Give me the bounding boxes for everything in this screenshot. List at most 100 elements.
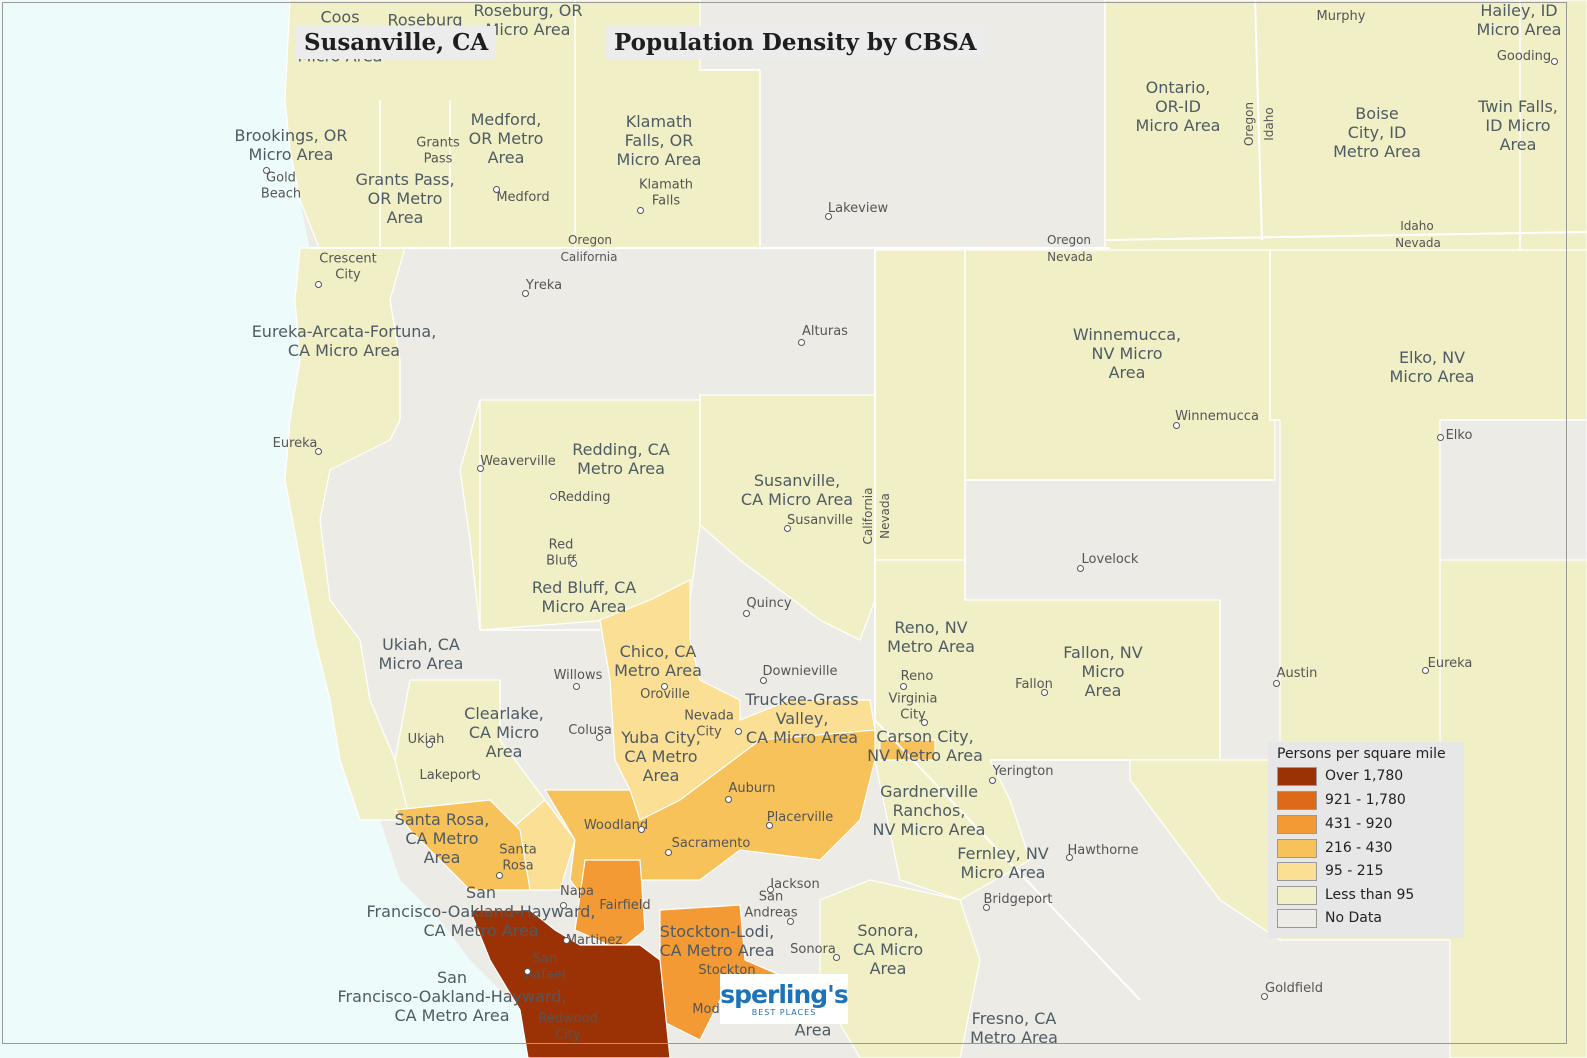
city-marker <box>787 918 794 925</box>
city-label-redwood-city: Redwood City <box>538 1011 598 1042</box>
state-label-nevada-v: Nevada <box>877 493 892 539</box>
legend-swatch <box>1277 791 1317 810</box>
city-marker <box>596 734 603 741</box>
city-label-elko: Elko <box>1445 428 1473 444</box>
region-216-430-b <box>393 799 531 891</box>
area-label-sonora-area: Sonora, CA Micro Area <box>852 921 924 979</box>
area-label-hailey: Hailey, ID Micro Area <box>1476 0 1562 39</box>
area-label-reno-area: Reno, NV Metro Area <box>887 617 975 656</box>
city-label-red-bluff: Red Bluff <box>546 537 576 568</box>
state-label-oregon-n: Oregon <box>567 232 613 247</box>
area-label-gardnerville: Gardnerville Ranchos, NV Micro Area <box>872 782 986 840</box>
area-label-santa-rosa-area: Santa Rosa, CA Metro Area <box>394 810 490 868</box>
state-label-oregon-v: Oregon <box>1241 101 1256 147</box>
city-marker <box>477 465 484 472</box>
city-marker <box>766 822 773 829</box>
city-marker <box>1273 680 1280 687</box>
area-label-sf2: San Francisco-Oakland-Hayward, CA Metro … <box>337 968 567 1026</box>
city-marker <box>760 677 767 684</box>
city-label-downieville: Downieville <box>762 664 838 680</box>
city-marker <box>900 683 907 690</box>
city-marker <box>767 886 774 893</box>
city-marker <box>563 937 570 944</box>
city-marker <box>315 448 322 455</box>
area-label-red-bluff-area: Red Bluff, CA Micro Area <box>531 577 637 616</box>
legend-label: 431 - 920 <box>1325 816 1393 832</box>
city-label-sonora: Sonora <box>790 942 836 958</box>
area-label-winnemucca-area: Winnemucca, NV Micro Area <box>1072 325 1182 383</box>
state-label-idaho-n: Idaho <box>1400 218 1434 233</box>
city-marker <box>496 872 503 879</box>
area-label-medford-area: Medford, OR Metro Area <box>468 110 544 168</box>
city-marker <box>665 849 672 856</box>
city-label-weaverville: Weaverville <box>480 454 556 470</box>
city-marker <box>798 339 805 346</box>
area-label-yuba: Yuba City, CA Metro Area <box>621 728 701 786</box>
city-label-modesto: Mod <box>692 1002 720 1018</box>
city-marker <box>1422 667 1429 674</box>
area-label-roseburg-partial: Roseburg <box>387 10 463 30</box>
legend-swatch <box>1277 886 1317 905</box>
city-label-reno: Reno <box>900 669 934 685</box>
county-lines <box>379 0 1521 761</box>
city-marker <box>921 719 928 726</box>
legend-label: 95 - 215 <box>1325 863 1384 879</box>
area-label-stockton-area: Stockton-Lodi, CA Metro Area <box>659 921 775 960</box>
city-label-lakeview: Lakeview <box>827 201 889 217</box>
region-north-interior <box>459 394 876 641</box>
city-marker <box>735 728 742 735</box>
city-marker <box>426 741 433 748</box>
city-label-gooding: Gooding <box>1496 49 1552 65</box>
city-marker <box>784 525 791 532</box>
area-label-klamath: Klamath Falls, OR Micro Area <box>616 112 702 170</box>
region-bridgeport <box>1129 759 1281 942</box>
area-label-grants-pass: Grants Pass, OR Metro Area <box>355 170 455 228</box>
city-marker <box>573 683 580 690</box>
city-label-medford: Medford <box>496 190 550 206</box>
border-or-id <box>1254 0 1263 241</box>
city-label-fairfield: Fairfield <box>599 898 651 914</box>
city-label-quincy: Quincy <box>746 596 792 612</box>
city-label-auburn: Auburn <box>728 781 776 797</box>
area-label-fallon-area: Fallon, NV Micro Area <box>1063 643 1143 701</box>
area-label-ukiah-area: Ukiah, CA Micro Area <box>378 634 464 673</box>
legend-label: Over 1,780 <box>1325 768 1404 784</box>
state-label-california-v: California <box>860 487 875 545</box>
region-over-1780 <box>469 909 671 1058</box>
city-marker <box>1066 854 1073 861</box>
border-id-nv <box>1104 231 1587 241</box>
city-marker <box>1041 689 1048 696</box>
city-marker <box>522 290 529 297</box>
area-label-coos: Coos <box>320 7 360 27</box>
legend-title: Persons per square mile <box>1277 746 1446 762</box>
city-marker <box>983 904 990 911</box>
city-label-yerington: Yerington <box>992 764 1054 780</box>
city-label-ukiah: Ukiah <box>407 732 445 748</box>
city-marker <box>637 207 644 214</box>
legend-swatch <box>1277 862 1317 881</box>
city-label-napa: Napa <box>560 884 594 900</box>
city-label-sacramento: Sacramento <box>671 836 751 852</box>
city-label-alturas: Alturas <box>802 324 848 340</box>
city-label-colusa: Colusa <box>568 723 612 739</box>
area-label-fresno: Fresno, CA Metro Area <box>970 1008 1058 1047</box>
state-label-nevada-s2: Nevada <box>1395 235 1441 250</box>
city-label-yreka: Yreka <box>525 278 563 294</box>
city-label-fallon: Fallon <box>1015 677 1053 693</box>
city-marker <box>263 167 270 174</box>
sperlings-logo[interactable]: sperling's BEST PLACES <box>720 974 849 1024</box>
city-label-lovelock: Lovelock <box>1081 552 1139 568</box>
area-label-clearlake: Clearlake, CA Micro Area <box>464 704 544 762</box>
state-label-california-s: California <box>560 249 618 264</box>
city-marker <box>1551 58 1558 65</box>
area-label-twin-falls: Twin Falls, ID Micro Area <box>1478 97 1558 155</box>
logo-wordmark: sperling's <box>720 980 848 1009</box>
area-label-chico: Chico, CA Metro Area <box>614 641 702 680</box>
area-label-redding-area: Redding, CA Metro Area <box>572 439 670 478</box>
legend-swatch <box>1277 767 1317 786</box>
logo-tagline: BEST PLACES <box>751 1008 817 1017</box>
area-label-roseburg: Roseburg, OR Micro Area <box>473 0 583 39</box>
city-label-goldfield: Goldfield <box>1265 981 1323 997</box>
city-label-winnemucca: Winnemucca <box>1175 409 1259 425</box>
